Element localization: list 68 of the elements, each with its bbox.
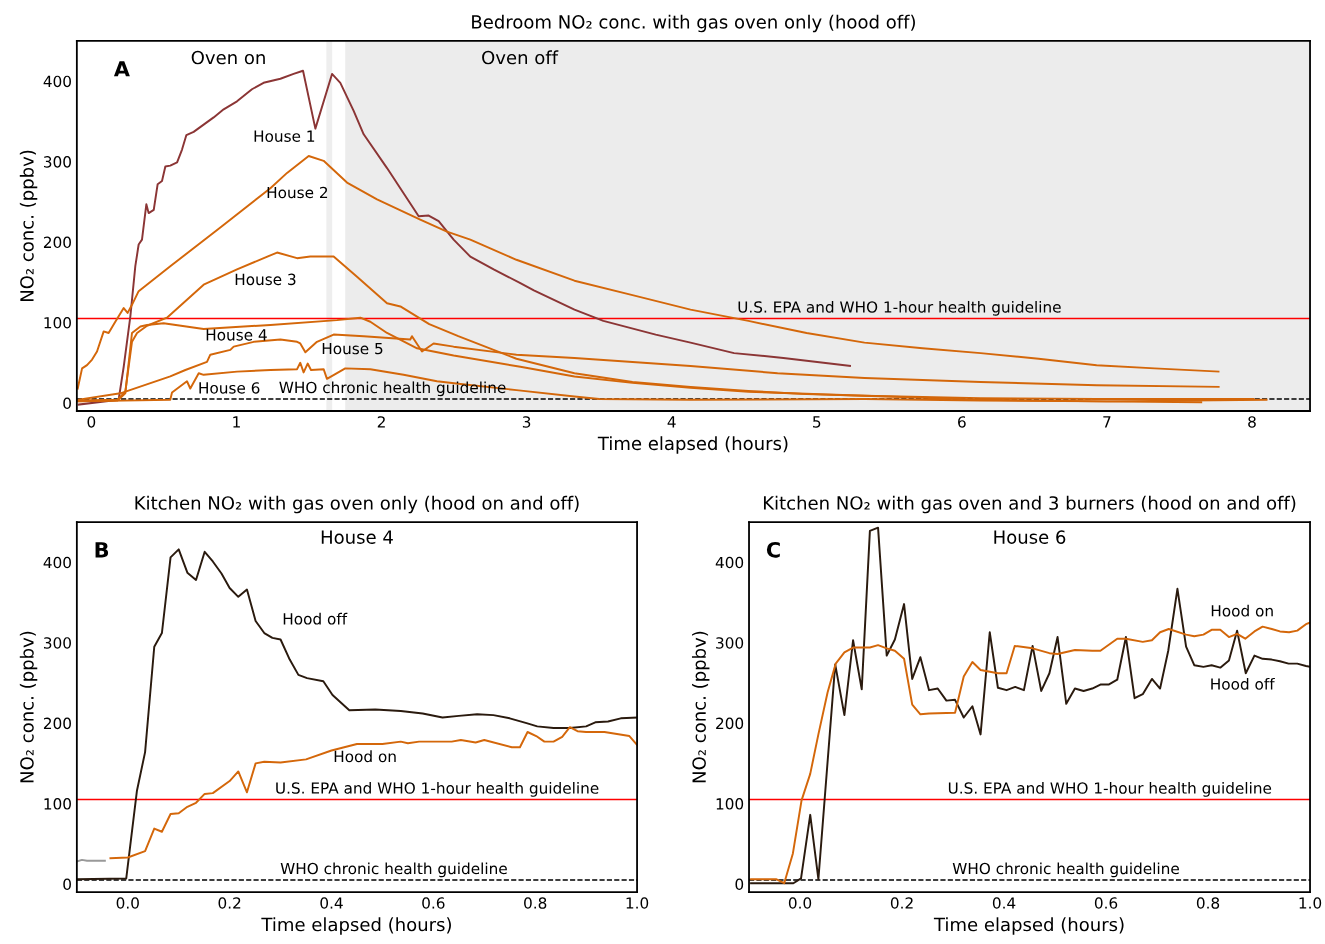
- y-tick-label: 0: [63, 397, 71, 409]
- x-tick-label: 1: [233, 416, 240, 428]
- x-tick-label: 0.0: [788, 897, 812, 909]
- series-label: House 6: [199, 382, 260, 394]
- y-tick-label: 200: [43, 236, 71, 249]
- y-tick-label: 300: [716, 637, 744, 649]
- annotation: B: [95, 542, 109, 558]
- y-axis-title: NO₂ conc. (ppbv): [19, 150, 38, 302]
- x-axis-title: Time elapsed (hours): [933, 917, 1124, 935]
- x-tick-label: 0.6: [1094, 897, 1118, 909]
- series-label: House 2: [267, 186, 328, 199]
- x-tick-label: 1.0: [1299, 897, 1322, 909]
- y-tick-label: 200: [716, 717, 744, 730]
- series-label: Hood off: [1211, 677, 1275, 690]
- x-axis-title: Time elapsed (hours): [597, 436, 788, 454]
- ref-line-label: WHO chronic health guideline: [279, 381, 506, 397]
- ref-line-label: U.S. EPA and WHO 1-hour health guideline: [276, 782, 599, 797]
- y-tick-label: 400: [43, 556, 71, 569]
- y-tick-label: 200: [43, 717, 71, 730]
- annotation: C: [766, 541, 780, 558]
- series-label: Hood off: [283, 612, 348, 625]
- series-label: House 3: [235, 273, 296, 286]
- y-axis-title: NO₂ conc. (ppbv): [691, 631, 710, 783]
- series-label: House 4: [206, 329, 267, 341]
- series-label: House 1: [254, 130, 315, 142]
- x-tick-label: 5: [813, 416, 821, 428]
- chart-subtitle: House 6: [994, 530, 1066, 544]
- ref-line-label: U.S. EPA and WHO 1-hour health guideline: [948, 782, 1272, 797]
- y-tick-label: 300: [43, 156, 71, 168]
- chart-title: Bedroom NO₂ conc. with gas oven only (hood off): [472, 14, 915, 33]
- ref-line-label: WHO chronic health guideline: [280, 862, 507, 878]
- x-axis-title: Time elapsed (hours): [261, 917, 451, 935]
- y-axis-title: NO₂ conc. (ppbv): [19, 631, 38, 783]
- chart-title: Kitchen NO₂ with gas oven only (hood on and off): [135, 495, 579, 514]
- y-tick-label: 400: [43, 75, 71, 88]
- y-tick-label: 100: [716, 798, 744, 810]
- chart-subtitle: House 4: [321, 530, 393, 544]
- y-tick-label: 400: [715, 556, 744, 569]
- x-tick-label: 0.4: [992, 897, 1016, 909]
- y-tick-label: 300: [43, 637, 71, 649]
- y-tick-label: 0: [735, 878, 744, 891]
- series-label: Hood on: [1211, 604, 1273, 617]
- x-tick-label: 0.8: [524, 897, 547, 909]
- annotation: A: [113, 61, 130, 77]
- x-tick-label: 8: [1248, 416, 1256, 428]
- y-tick-label: 0: [63, 878, 71, 891]
- x-tick-label: 6: [958, 416, 966, 428]
- y-tick-label: 100: [44, 316, 71, 329]
- annotation: Oven on: [191, 50, 265, 65]
- x-tick-label: 0.2: [218, 897, 241, 909]
- x-tick-label: 0.2: [890, 897, 913, 909]
- y-tick-label: 100: [44, 798, 71, 810]
- x-tick-label: 2: [377, 416, 385, 428]
- ref-line-label: U.S. EPA and WHO 1-hour health guideline: [738, 300, 1061, 316]
- x-tick-label: 0.6: [422, 897, 445, 909]
- chart-title: Kitchen NO₂ with gas oven and 3 burners (hood on and off): [763, 495, 1296, 514]
- x-tick-label: 3: [522, 416, 531, 428]
- x-tick-label: 0.0: [116, 897, 139, 909]
- x-tick-label: 0.4: [320, 897, 343, 909]
- series-label: Hood on: [334, 750, 396, 763]
- x-tick-label: 4: [667, 416, 676, 428]
- annotation: Oven off: [482, 50, 559, 65]
- x-tick-label: 1.0: [626, 897, 649, 909]
- series-label: House 5: [322, 342, 383, 355]
- x-tick-label: 0: [87, 416, 96, 428]
- x-tick-label: 0.8: [1196, 897, 1220, 909]
- ref-line-label: WHO chronic health guideline: [952, 862, 1179, 878]
- x-tick-label: 7: [1103, 416, 1111, 428]
